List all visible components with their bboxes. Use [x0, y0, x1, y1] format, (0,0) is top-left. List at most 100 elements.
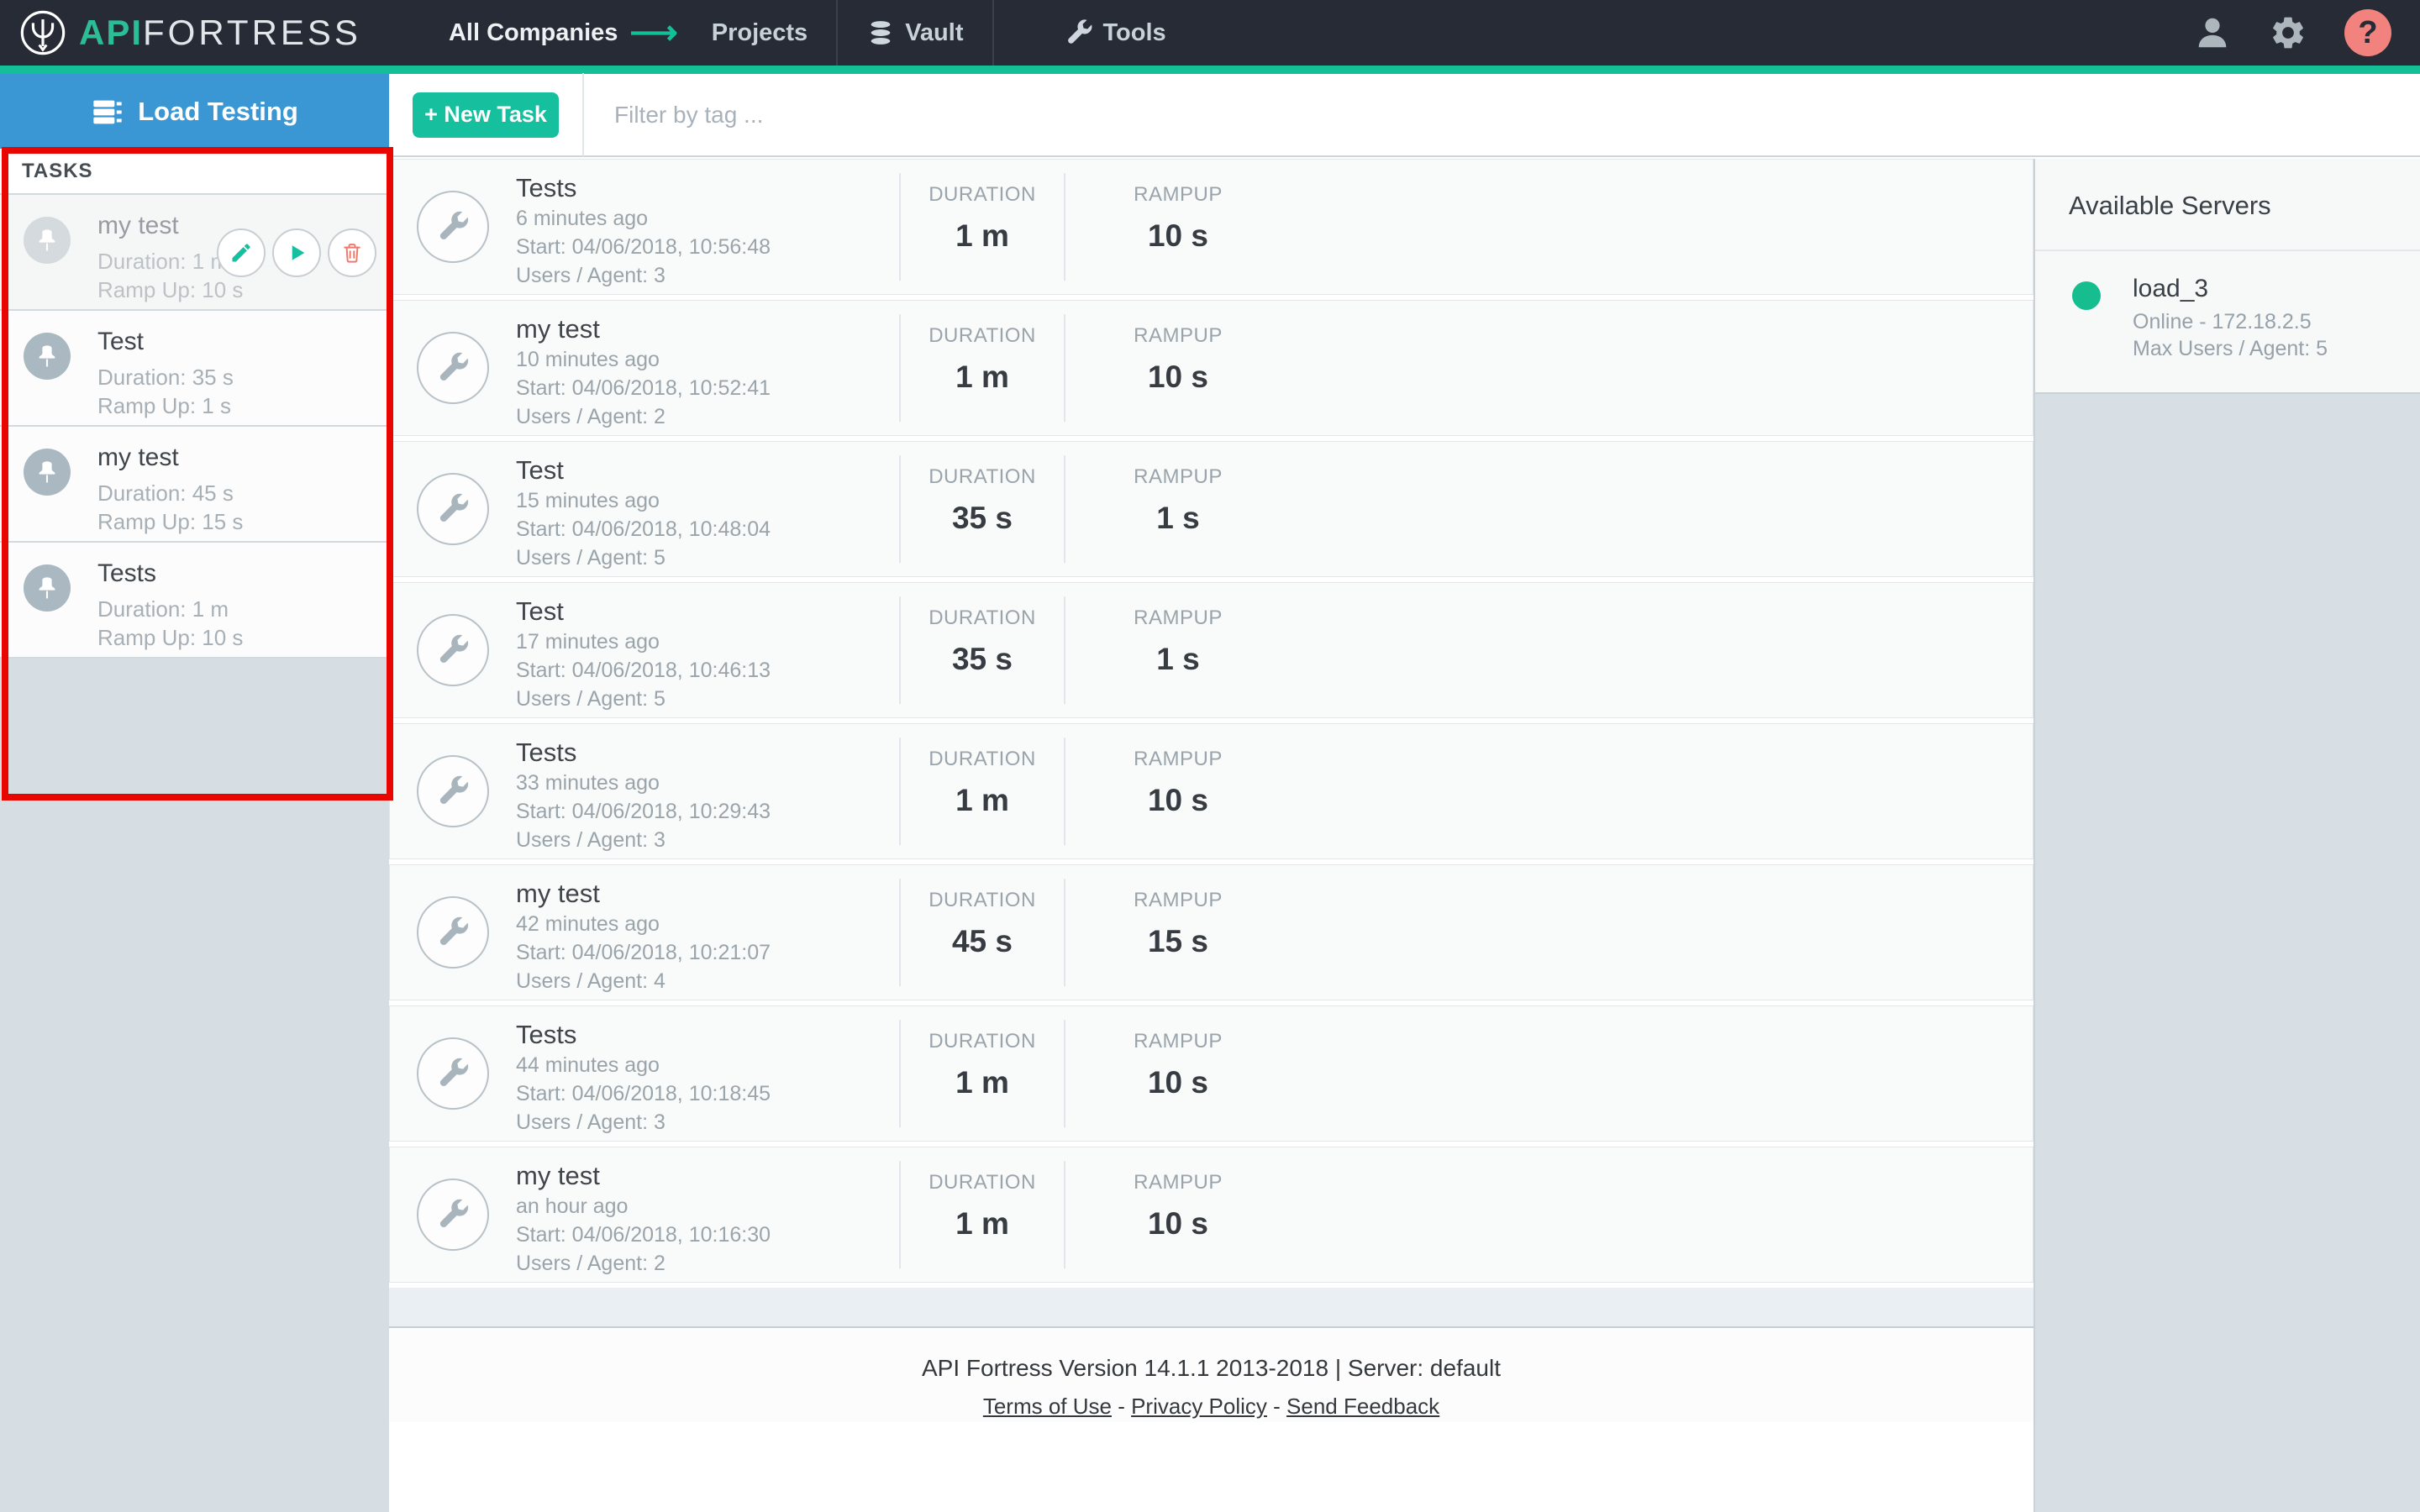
run-ago: 6 minutes ago	[516, 207, 649, 230]
wrench-badge	[417, 1179, 489, 1251]
run-name: Tests	[516, 738, 577, 767]
wrench-icon	[439, 1199, 469, 1227]
user-icon[interactable]	[2193, 13, 2232, 52]
wrench-badge	[417, 1037, 489, 1110]
servers-panel-title: Available Servers	[2035, 159, 2420, 251]
run-name: Test	[516, 455, 564, 485]
task-run-row[interactable]: my test 42 minutes ago Start: 04/06/2018…	[389, 864, 2033, 1000]
task-duration: Duration: 1 m	[97, 249, 229, 274]
filter-by-tag-input[interactable]	[614, 101, 1202, 129]
run-start: Start: 04/06/2018, 10:21:07	[516, 941, 771, 964]
task-run-row[interactable]: my test an hour ago Start: 04/06/2018, 1…	[389, 1147, 2033, 1283]
delete-task-button[interactable]	[328, 228, 376, 277]
task-rampup: Ramp Up: 10 s	[97, 625, 244, 650]
server-name: load_3	[2133, 275, 2209, 302]
sidebar: Load Testing TASKS my test Duration: 1 m…	[0, 74, 389, 1512]
rampup-value: 10 s	[1147, 218, 1208, 253]
servers-card: Available Servers load_3 Online - 172.18…	[2035, 159, 2420, 394]
brand-text: APIFORTRESS	[79, 13, 361, 53]
apifortress-logo[interactable]: APIFORTRESS	[18, 8, 361, 57]
rampup-value: 10 s	[1147, 783, 1208, 817]
nav-vault[interactable]: Vault	[838, 0, 992, 66]
duration-value: 1 m	[955, 218, 1009, 253]
database-icon	[871, 21, 891, 45]
nav-separator	[992, 0, 994, 66]
footer-links: Terms of Use - Privacy Policy - Send Fee…	[389, 1394, 2033, 1420]
pin-icon	[24, 333, 71, 380]
task-run-row[interactable]: Tests 44 minutes ago Start: 04/06/2018, …	[389, 1005, 2033, 1142]
task-name: Test	[97, 328, 145, 355]
nav-projects[interactable]: Projects	[711, 18, 808, 46]
task-run-row[interactable]: Test 15 minutes ago Start: 04/06/2018, 1…	[389, 441, 2033, 577]
task-duration: Duration: 45 s	[97, 480, 234, 506]
task-actions	[217, 228, 376, 277]
run-start: Start: 04/06/2018, 10:52:41	[516, 376, 771, 400]
wrench-badge	[417, 755, 489, 827]
sidebar-task-item[interactable]: Tests Duration: 1 m Ramp Up: 10 s	[0, 543, 389, 659]
server-max-users: Max Users / Agent: 5	[2133, 337, 2328, 360]
pin-icon	[24, 564, 71, 612]
toolbar: + New Task	[389, 73, 2420, 157]
rampup-label: RAMPUP	[1134, 748, 1223, 770]
nav-separator	[836, 0, 839, 66]
wrench-icon	[439, 211, 469, 239]
server-online-dot	[2072, 281, 2101, 310]
run-users: Users / Agent: 3	[516, 264, 666, 287]
new-task-button[interactable]: + New Task	[413, 92, 559, 138]
task-duration: Duration: 1 m	[97, 596, 229, 622]
sidebar-task-item[interactable]: Test Duration: 35 s Ramp Up: 1 s	[0, 311, 389, 427]
rampup-label: RAMPUP	[1134, 465, 1223, 488]
gear-icon[interactable]	[2269, 13, 2307, 52]
run-start: Start: 04/06/2018, 10:29:43	[516, 800, 771, 823]
duration-label: DURATION	[929, 465, 1036, 488]
trident-logo-icon	[20, 10, 66, 55]
run-start: Start: 04/06/2018, 10:48:04	[516, 517, 771, 541]
run-task-button[interactable]	[272, 228, 321, 277]
wrench-badge	[417, 614, 489, 686]
sidebar-task-item[interactable]: my test Duration: 1 m Ramp Up: 10 s	[0, 195, 389, 311]
nav-tools[interactable]: Tools	[1036, 0, 1195, 66]
sidebar-task-item[interactable]: my test Duration: 45 s Ramp Up: 15 s	[0, 427, 389, 543]
run-start: Start: 04/06/2018, 10:46:13	[516, 659, 771, 682]
pin-icon	[24, 217, 71, 264]
help-icon[interactable]: ?	[2344, 9, 2391, 56]
privacy-policy-link[interactable]: Privacy Policy	[1131, 1394, 1267, 1419]
run-name: Tests	[516, 173, 577, 202]
task-name: Tests	[97, 559, 157, 587]
duration-value: 35 s	[951, 501, 1013, 535]
duration-value: 45 s	[951, 924, 1013, 958]
run-start: Start: 04/06/2018, 10:16:30	[516, 1223, 771, 1247]
footer-separator: -	[1266, 1394, 1287, 1419]
run-ago: an hour ago	[516, 1194, 629, 1218]
duration-label: DURATION	[929, 606, 1036, 629]
duration-label: DURATION	[929, 748, 1036, 770]
rampup-label: RAMPUP	[1134, 889, 1223, 911]
wrench-icon	[439, 634, 469, 663]
run-users: Users / Agent: 2	[516, 405, 666, 428]
duration-value: 1 m	[955, 1206, 1009, 1241]
terms-of-use-link[interactable]: Terms of Use	[982, 1394, 1112, 1419]
task-run-row[interactable]: my test 10 minutes ago Start: 04/06/2018…	[389, 300, 2033, 436]
task-run-row[interactable]: Test 17 minutes ago Start: 04/06/2018, 1…	[389, 582, 2033, 718]
nav-all-companies[interactable]: All Companies	[448, 18, 618, 46]
task-rampup: Ramp Up: 10 s	[97, 277, 244, 302]
run-start: Start: 04/06/2018, 10:18:45	[516, 1082, 771, 1105]
page-footer: API Fortress Version 14.1.1 2013-2018 | …	[389, 1330, 2033, 1422]
run-users: Users / Agent: 2	[516, 1252, 666, 1275]
edit-task-button[interactable]	[217, 228, 266, 277]
duration-label: DURATION	[929, 1030, 1036, 1053]
rampup-value: 1 s	[1156, 501, 1200, 535]
brand-fortress: FORTRESS	[143, 13, 361, 52]
wrench-icon	[439, 352, 469, 381]
server-entry[interactable]: load_3 Online - 172.18.2.5 Max Users / A…	[2035, 251, 2420, 392]
run-name: my test	[516, 1161, 600, 1190]
send-feedback-link[interactable]: Send Feedback	[1286, 1394, 1440, 1419]
task-run-row[interactable]: Tests 33 minutes ago Start: 04/06/2018, …	[389, 723, 2033, 859]
task-run-row[interactable]: Tests 6 minutes ago Start: 04/06/2018, 1…	[389, 159, 2033, 295]
rampup-label: RAMPUP	[1134, 606, 1223, 629]
arrow-right-icon: ⟶	[629, 14, 678, 51]
task-duration: Duration: 35 s	[97, 365, 234, 390]
sidebar-header-load-testing[interactable]: Load Testing	[0, 74, 389, 149]
run-users: Users / Agent: 3	[516, 1110, 666, 1134]
